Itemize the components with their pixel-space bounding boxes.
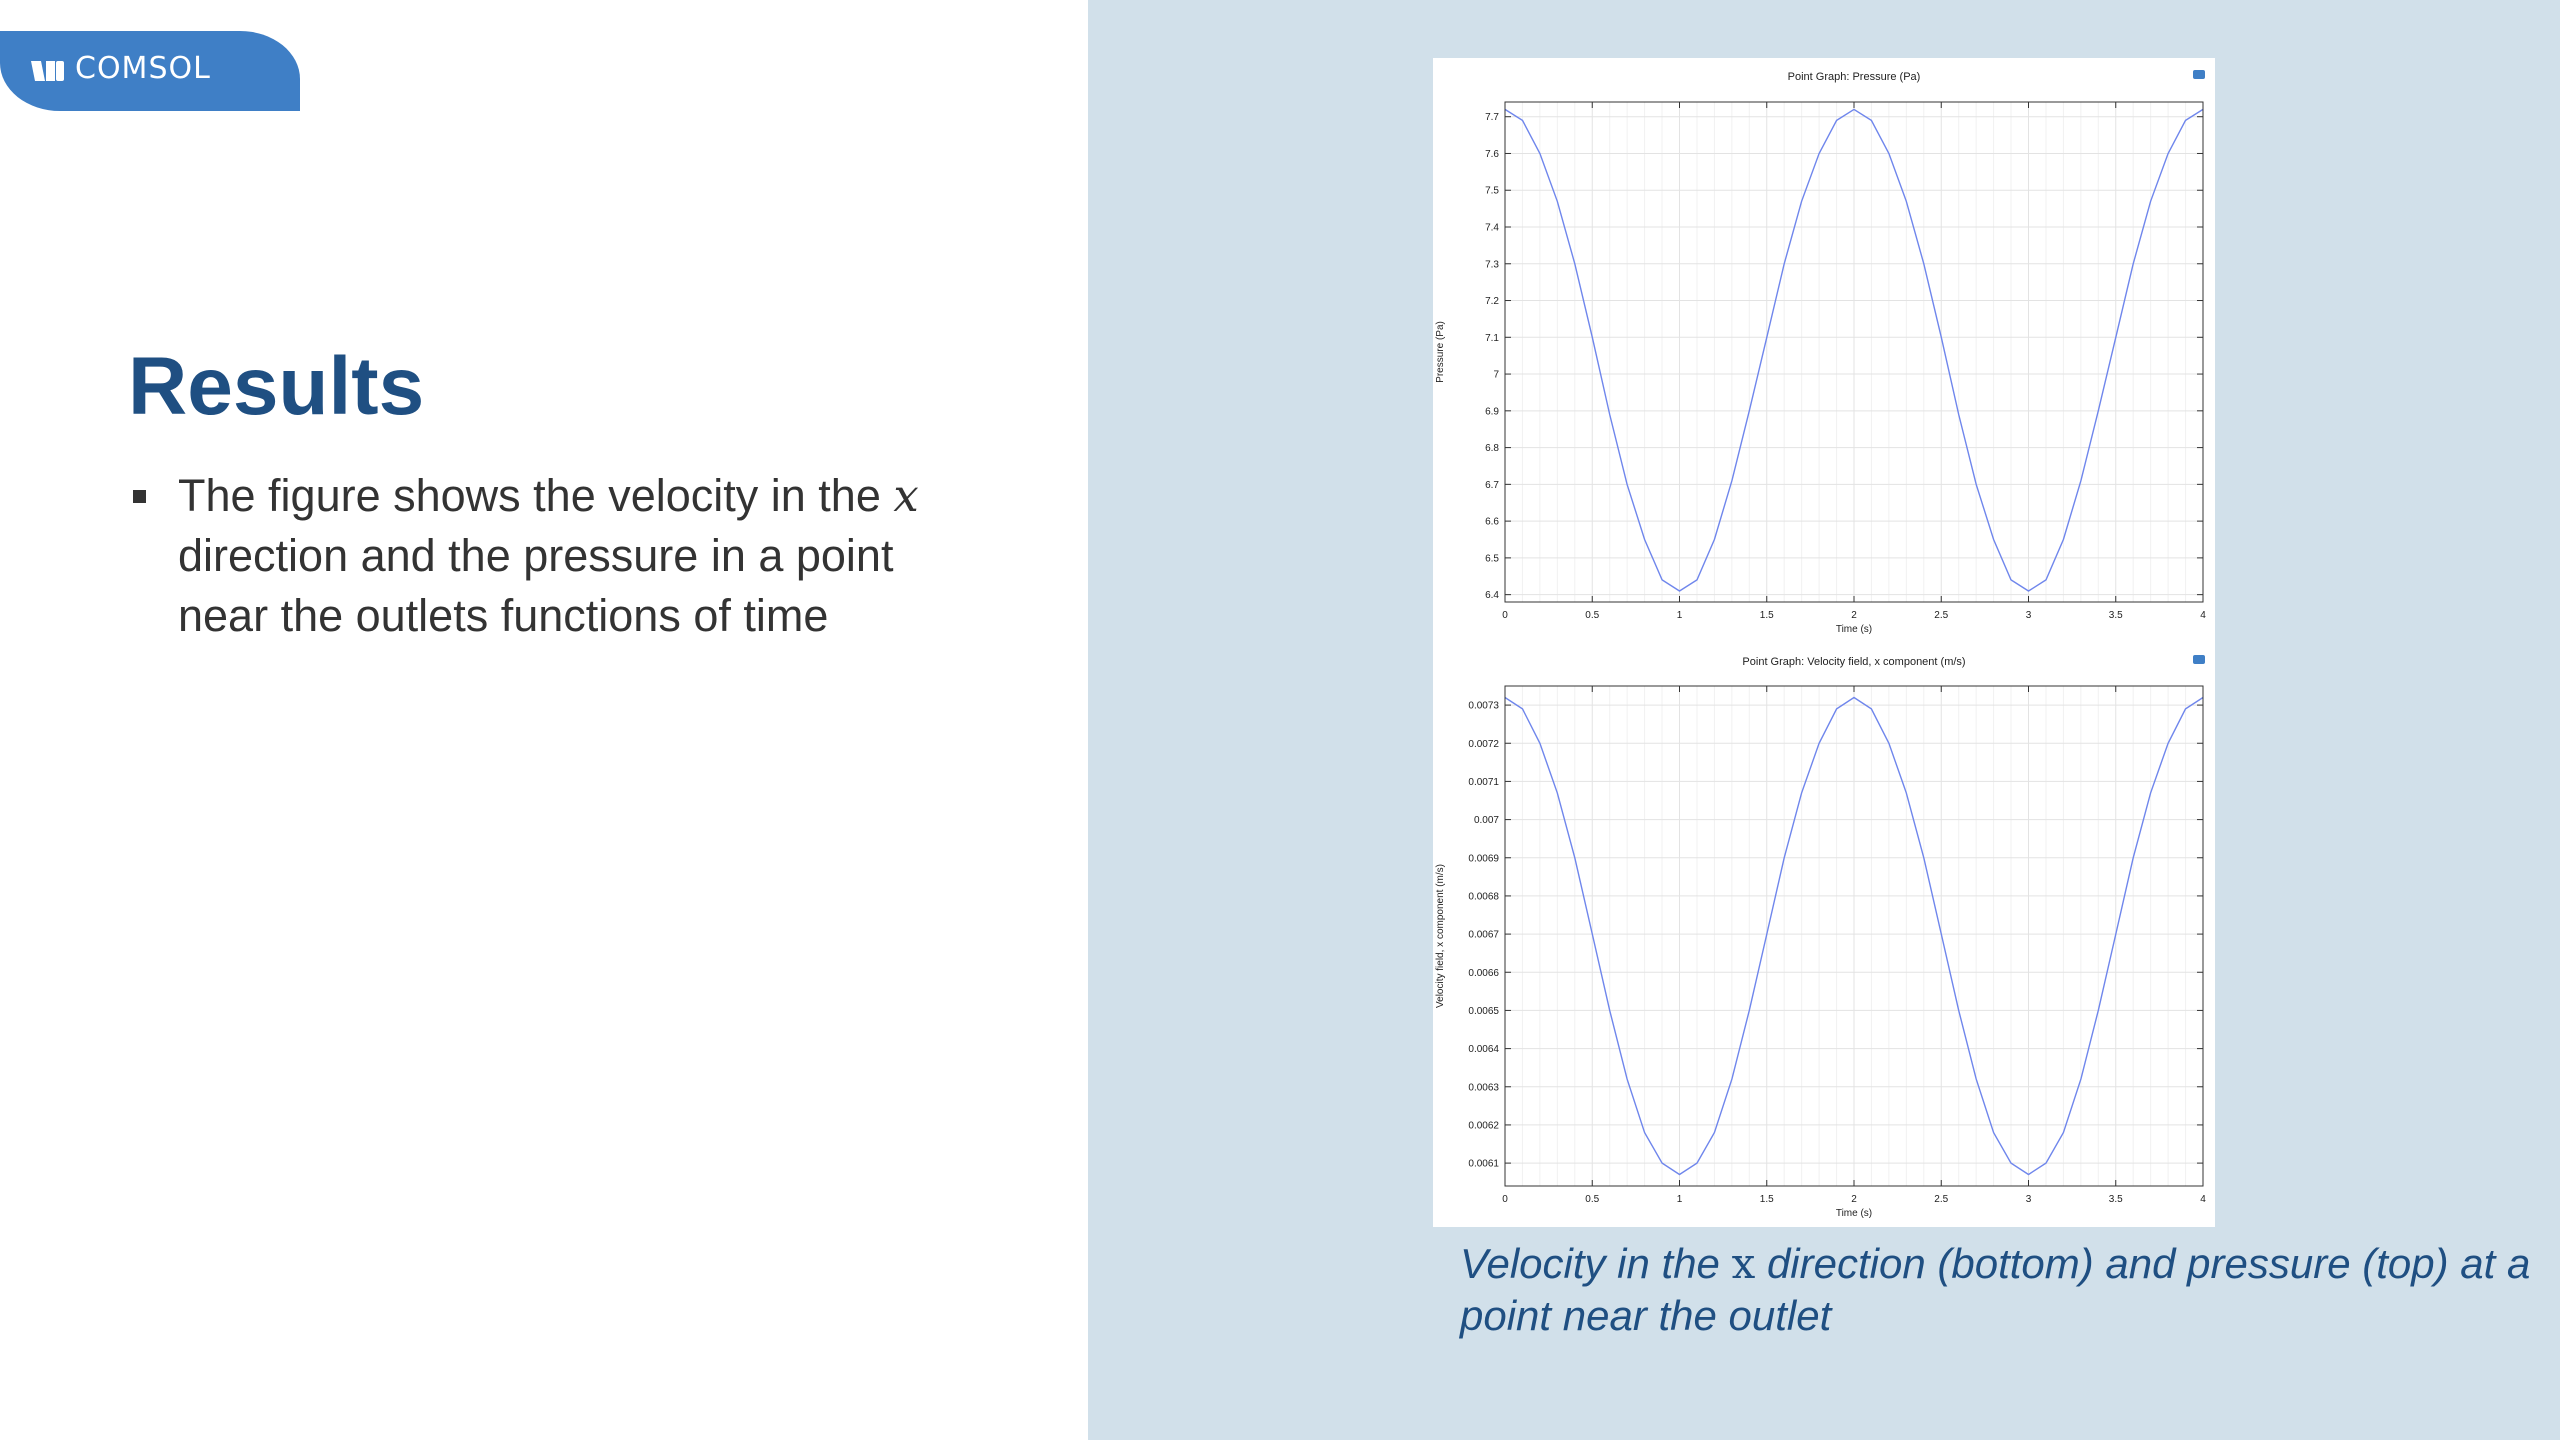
y-tick-label: 0.0066 xyxy=(1468,968,1499,979)
x-tick-label: 1 xyxy=(1677,1194,1683,1205)
y-tick-label: 7.4 xyxy=(1485,223,1499,234)
y-tick-label: 0.0063 xyxy=(1468,1082,1499,1093)
x-tick-label: 2 xyxy=(1851,610,1857,621)
y-tick-label: 6.6 xyxy=(1485,517,1499,528)
y-tick-label: 0.0061 xyxy=(1468,1159,1499,1170)
x-axis-label: Time (s) xyxy=(1836,624,1872,635)
y-tick-label: 0.0068 xyxy=(1468,891,1499,902)
figure-caption: Velocity in the x direction (bottom) and… xyxy=(1460,1238,2560,1342)
x-tick-label: 3.5 xyxy=(2109,1194,2123,1205)
comsol-logo-icon xyxy=(31,61,64,81)
y-tick-label: 0.0073 xyxy=(1468,701,1499,712)
caption-text-before: Velocity in the xyxy=(1460,1240,1732,1287)
plot-border xyxy=(1504,101,2204,603)
y-tick-label: 6.8 xyxy=(1485,443,1499,454)
y-tick-label: 0.0067 xyxy=(1468,930,1499,941)
bullet-square-icon xyxy=(133,490,146,503)
bullet-math-x: x xyxy=(893,469,919,522)
slide-title: Results xyxy=(128,341,425,432)
bullet-text-after: direction and the pressure in a point ne… xyxy=(178,530,894,641)
chart-export-icon xyxy=(2193,70,2205,79)
caption-math-x: x xyxy=(1731,1239,1756,1288)
y-tick-label: 0.0065 xyxy=(1468,1006,1499,1017)
bullet-list: The figure shows the velocity in the x d… xyxy=(130,466,960,646)
y-axis-label: Pressure (Pa) xyxy=(1435,321,1446,383)
y-tick-label: 7.6 xyxy=(1485,149,1499,160)
y-tick-label: 6.9 xyxy=(1485,406,1499,417)
bullet-item: The figure shows the velocity in the x d… xyxy=(130,466,960,646)
series-line xyxy=(1504,108,2204,592)
x-tick-label: 0.5 xyxy=(1585,1194,1599,1205)
y-tick-label: 0.007 xyxy=(1474,815,1499,826)
x-tick-label: 4 xyxy=(2200,1194,2206,1205)
y-tick-label: 0.0064 xyxy=(1468,1044,1499,1055)
y-tick-label: 0.0072 xyxy=(1468,739,1499,750)
y-tick-label: 0.0069 xyxy=(1468,853,1499,864)
y-tick-label: 7.5 xyxy=(1485,186,1499,197)
chart-title: Point Graph: Pressure (Pa) xyxy=(1788,71,1921,83)
chart-title: Point Graph: Velocity field, x component… xyxy=(1742,656,1965,668)
y-tick-label: 0.0071 xyxy=(1468,777,1499,788)
x-tick-label: 1.5 xyxy=(1760,1194,1774,1205)
x-tick-label: 1 xyxy=(1677,610,1683,621)
x-tick-label: 2.5 xyxy=(1934,610,1948,621)
y-tick-label: 6.5 xyxy=(1485,553,1499,564)
x-axis-label: Time (s) xyxy=(1836,1208,1872,1219)
x-tick-label: 3 xyxy=(2026,610,2032,621)
y-axis-label: Velocity field, x component (m/s) xyxy=(1435,864,1446,1008)
figure-card: Point Graph: Pressure (Pa) 0 0.5 1 1.5 2 2.5 3 3… xyxy=(1433,58,2215,1227)
x-tick-label: 0 xyxy=(1502,610,1508,621)
plot-border xyxy=(1504,685,2204,1187)
x-tick-label: 1.5 xyxy=(1760,610,1774,621)
bullet-text-before: The figure shows the velocity in the xyxy=(178,470,894,521)
series-line xyxy=(1504,696,2204,1176)
x-tick-label: 3.5 xyxy=(2109,610,2123,621)
logo-text: COMSOL xyxy=(75,51,211,86)
caption-text-after: direction (bottom) and pressure (top) at… xyxy=(1460,1240,2531,1339)
comsol-logo: COMSOL xyxy=(0,31,300,111)
x-tick-label: 2.5 xyxy=(1934,1194,1948,1205)
x-tick-label: 3 xyxy=(2026,1194,2032,1205)
x-tick-label: 4 xyxy=(2200,610,2206,621)
x-tick-label: 0.5 xyxy=(1585,610,1599,621)
charts-svg: Point Graph: Pressure (Pa) 0 0.5 1 1.5 2 2.5 3 3… xyxy=(1435,70,2206,1219)
y-tick-label: 7.1 xyxy=(1485,333,1499,344)
x-tick-label: 0 xyxy=(1502,1194,1508,1205)
y-tick-label: 7.2 xyxy=(1485,296,1499,307)
y-tick-label: 7 xyxy=(1493,370,1499,381)
y-tick-label: 6.7 xyxy=(1485,480,1499,491)
y-tick-label: 6.4 xyxy=(1485,590,1499,601)
chart-export-icon xyxy=(2193,655,2205,664)
x-tick-label: 2 xyxy=(1851,1194,1857,1205)
y-tick-label: 7.3 xyxy=(1485,259,1499,270)
y-tick-label: 7.7 xyxy=(1485,112,1499,123)
y-tick-label: 0.0062 xyxy=(1468,1120,1499,1131)
left-pane: COMSOL Results The figure shows the velo… xyxy=(0,0,1088,1440)
